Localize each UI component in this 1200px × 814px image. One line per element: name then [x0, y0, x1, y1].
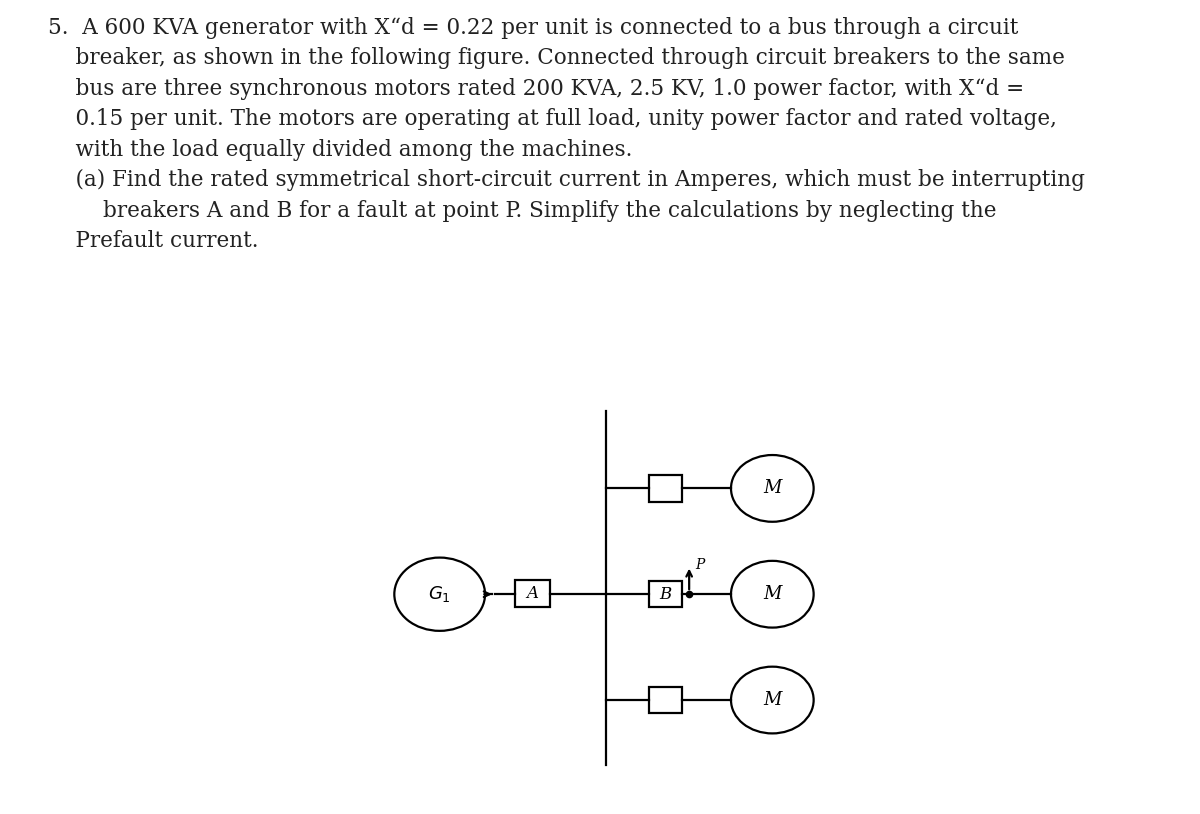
Text: breaker, as shown in the following figure. Connected through circuit breakers to: breaker, as shown in the following figur… — [48, 47, 1064, 69]
Text: M: M — [763, 479, 781, 497]
FancyBboxPatch shape — [649, 687, 682, 713]
Text: B: B — [659, 586, 671, 602]
Text: breakers A and B for a fault at point P. Simplify the calculations by neglecting: breakers A and B for a fault at point P.… — [48, 199, 996, 221]
Text: A: A — [527, 585, 539, 602]
Text: 0.15 per unit. The motors are operating at full load, unity power factor and rat: 0.15 per unit. The motors are operating … — [48, 108, 1057, 130]
Text: 5.  A 600 KVA generator with X“d = 0.22 per unit is connected to a bus through a: 5. A 600 KVA generator with X“d = 0.22 p… — [48, 17, 1019, 39]
Text: Prefault current.: Prefault current. — [48, 230, 258, 252]
Text: M: M — [763, 691, 781, 709]
Text: $G_1$: $G_1$ — [428, 584, 451, 604]
Text: (a) Find the rated symmetrical short-circuit current in Amperes, which must be i: (a) Find the rated symmetrical short-cir… — [48, 169, 1085, 191]
FancyBboxPatch shape — [515, 580, 550, 607]
Text: with the load equally divided among the machines.: with the load equally divided among the … — [48, 139, 632, 161]
FancyBboxPatch shape — [649, 581, 682, 607]
FancyBboxPatch shape — [649, 475, 682, 501]
Text: M: M — [763, 585, 781, 603]
Text: P: P — [695, 558, 704, 572]
Text: bus are three synchronous motors rated 200 KVA, 2.5 KV, 1.0 power factor, with X: bus are three synchronous motors rated 2… — [48, 78, 1024, 100]
